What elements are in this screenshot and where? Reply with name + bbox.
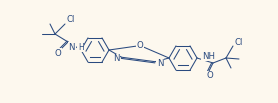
Text: Cl: Cl xyxy=(235,37,243,46)
Text: N: N xyxy=(68,43,75,52)
Text: H: H xyxy=(78,43,84,52)
Text: N: N xyxy=(113,54,120,63)
Text: O: O xyxy=(207,71,214,81)
Text: O: O xyxy=(54,49,61,57)
Text: N: N xyxy=(157,59,163,68)
Text: O: O xyxy=(137,41,143,50)
Text: Cl: Cl xyxy=(67,15,75,23)
Text: NH: NH xyxy=(202,52,215,60)
